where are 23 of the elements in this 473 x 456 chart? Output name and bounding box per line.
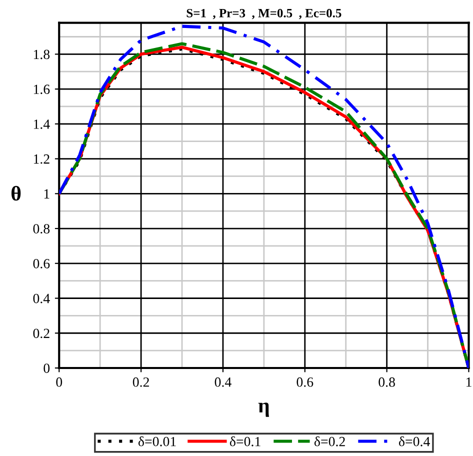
x-tick-label: 0.4 — [214, 377, 232, 387]
chart-title: S=1 , Pr=3 , M=0.5 , Ec=0.5 — [186, 8, 342, 20]
legend-label: δ=0.4 — [398, 436, 430, 446]
y-tick-label: 0.4 — [33, 294, 50, 304]
y-tick-label: 1.6 — [34, 84, 50, 94]
legend-label: δ=0.01 — [138, 436, 176, 446]
x-tick-label: 1 — [466, 377, 472, 387]
x-tick-label: 0.2 — [132, 377, 149, 387]
x-tick-label: 0.8 — [378, 377, 395, 387]
y-tick-label: 1.2 — [34, 154, 50, 164]
x-tick-label: 0.6 — [296, 377, 314, 387]
x-axis-title: η — [258, 402, 269, 417]
legend-label: δ=0.1 — [230, 436, 260, 446]
y-tick-label: 0.8 — [33, 224, 50, 234]
y-axis-title: θ — [12, 186, 21, 201]
x-tick-label: 0 — [56, 377, 62, 387]
legend-label: δ=0.2 — [314, 436, 345, 446]
y-tick-label: 1.8 — [34, 50, 50, 60]
y-tick-label: 0.6 — [33, 258, 50, 268]
y-tick-label: 1.4 — [34, 120, 50, 129]
y-tick-label: 1 — [44, 189, 50, 198]
y-tick-label: 0 — [44, 364, 50, 373]
y-tick-label: 0.2 — [33, 328, 50, 338]
